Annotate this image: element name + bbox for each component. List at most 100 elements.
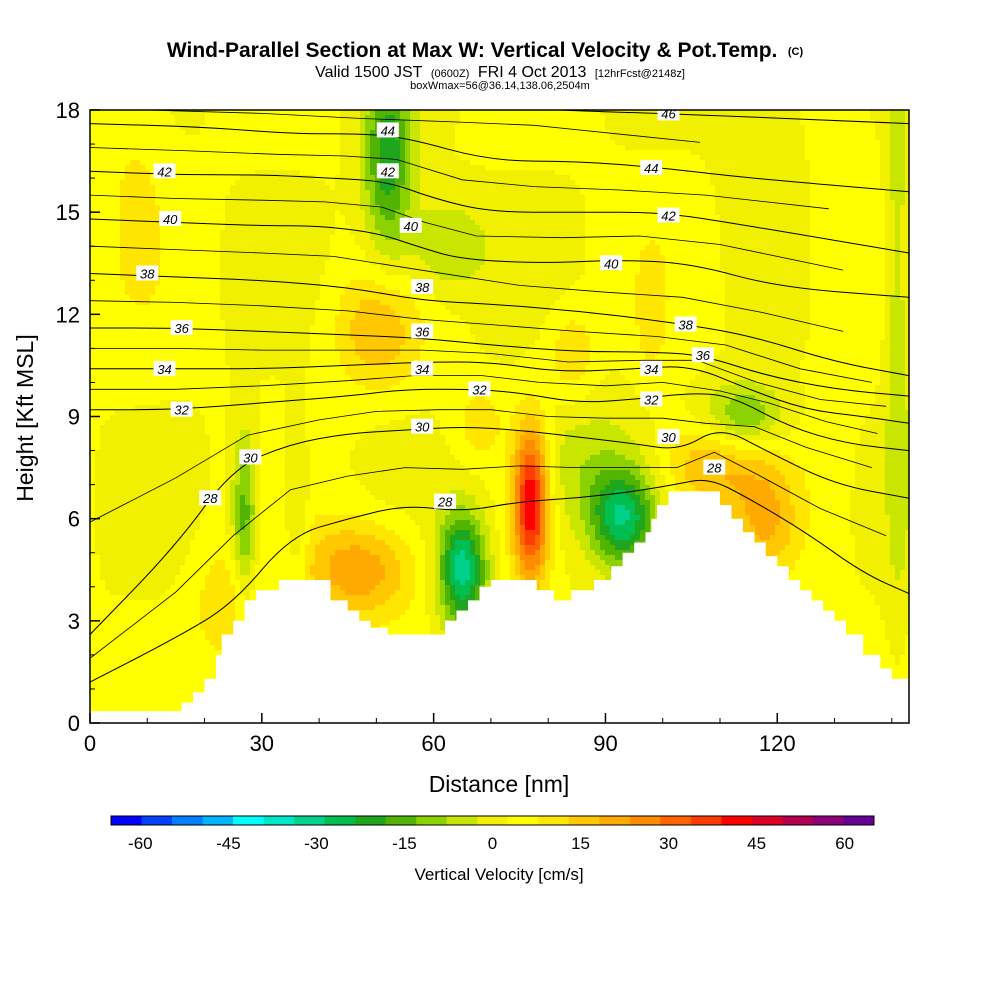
w-cell [100,600,106,606]
w-cell [210,375,216,381]
w-cell [100,235,106,241]
w-cell [235,615,241,621]
w-cell [170,590,176,596]
w-cell [235,520,241,526]
w-cell [155,255,161,261]
w-cell [270,175,276,181]
w-cell [195,685,201,691]
w-cell [225,395,231,401]
w-cell [215,250,221,256]
w-cell [200,435,206,441]
w-cell [190,215,196,221]
w-cell [155,615,161,621]
w-cell [275,120,281,126]
w-cell [255,180,261,186]
w-cell [155,510,161,516]
w-cell [250,340,256,346]
w-cell [90,495,96,501]
w-cell [270,230,276,236]
w-cell [160,695,166,701]
w-cell [105,370,111,376]
w-cell [140,215,146,221]
w-cell [215,650,221,656]
w-cell [285,405,291,411]
w-cell [260,315,266,321]
w-cell [110,650,116,656]
w-cell [125,610,131,616]
w-cell [130,650,136,656]
w-cell [110,315,116,321]
w-cell [130,615,136,621]
w-cell [285,285,291,291]
w-cell [170,115,176,121]
w-cell [115,330,121,336]
w-cell [230,420,236,426]
w-cell [200,180,206,186]
w-cell [270,235,276,241]
w-cell [180,595,186,601]
w-cell [265,195,271,201]
w-cell [95,705,101,711]
w-cell [190,645,196,651]
w-cell [215,640,221,646]
w-cell [230,210,236,216]
w-cell [110,535,116,541]
w-cell [90,530,96,536]
w-cell [100,430,106,436]
w-cell [105,200,111,206]
w-cell [290,115,296,121]
w-cell [195,185,201,191]
w-cell [170,295,176,301]
w-cell [95,390,101,396]
w-cell [115,295,121,301]
w-cell [165,200,171,206]
w-cell [240,510,246,516]
w-cell [245,185,251,191]
w-cell [145,610,151,616]
w-cell [265,465,271,471]
w-cell [110,145,116,151]
w-cell [110,320,116,326]
w-cell [220,445,226,451]
w-cell [185,575,191,581]
w-cell [195,470,201,476]
w-cell [285,505,291,511]
w-cell [105,600,111,606]
w-cell [230,240,236,246]
w-cell [120,135,126,141]
w-cell [150,335,156,341]
w-cell [100,155,106,161]
w-cell [130,510,136,516]
w-cell [225,360,231,366]
w-cell [230,460,236,466]
w-cell [275,415,281,421]
w-cell [135,300,141,306]
w-cell [220,470,226,476]
w-cell [135,525,141,531]
w-cell [220,575,226,581]
w-cell [195,575,201,581]
w-cell [270,115,276,121]
w-cell [270,485,276,491]
w-cell [200,210,206,216]
w-cell [160,600,166,606]
w-cell [95,230,101,236]
w-cell [110,345,116,351]
w-cell [185,435,191,441]
w-cell [140,630,146,636]
w-cell [210,440,216,446]
w-cell [145,410,151,416]
w-cell [250,530,256,536]
w-cell [125,605,131,611]
w-cell [165,255,171,261]
w-cell [95,220,101,226]
w-cell [120,230,126,236]
w-cell [215,300,221,306]
w-cell [250,335,256,341]
w-cell [125,655,131,661]
w-cell [275,285,281,291]
w-cell [160,630,166,636]
w-cell [180,305,186,311]
w-cell [280,210,286,216]
w-cell [110,110,116,116]
